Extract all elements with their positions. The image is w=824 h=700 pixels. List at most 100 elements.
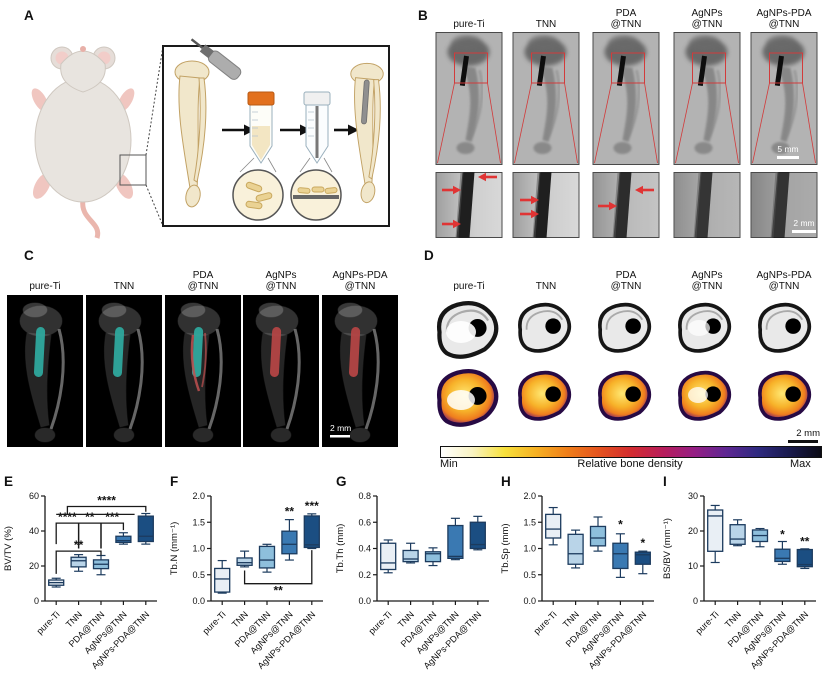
svg-text:40: 40	[29, 526, 39, 536]
significance-stars: **	[800, 535, 810, 549]
b-crop-agnps-pda-tnn: 2 mm	[750, 172, 818, 238]
c-3d-pda-tnn	[165, 295, 241, 447]
c-3d-pure-ti	[7, 295, 83, 447]
chart-bvtv: E 0 20 40 60 BV/TV (%) pure-Ti TNN PDA@TNN AgNPs…	[0, 470, 165, 700]
significance-bracket	[243, 550, 313, 585]
significance-stars: **	[85, 510, 95, 524]
significance-stars: ****	[58, 510, 77, 524]
box-PDA@TNN	[258, 545, 276, 569]
implant-bacteria-magnifier	[290, 169, 342, 221]
scale-bar-label: 5 mm	[777, 144, 798, 154]
box-TNN	[70, 556, 87, 568]
panel-e-letter: E	[4, 474, 14, 489]
scale-bar	[788, 440, 818, 443]
significance-stars: *	[640, 536, 645, 550]
panel-c-letter: C	[24, 248, 34, 263]
tibia-with-drill	[174, 38, 242, 209]
svg-text:2.0: 2.0	[192, 491, 205, 501]
b-col-label: AgNPs @TNN	[691, 7, 723, 30]
d-section-heat-pda-tnn	[597, 370, 652, 421]
svg-text:10: 10	[688, 561, 698, 571]
svg-text:pure-Ti: pure-Ti	[35, 609, 62, 636]
significance-bracket	[55, 550, 102, 574]
panel-b-letter: B	[418, 8, 428, 23]
c-col-label: TNN	[113, 280, 135, 292]
svg-text:0.0: 0.0	[523, 596, 536, 606]
svg-text:30: 30	[688, 491, 698, 501]
chart-bsbv: I 0 10 20 30 BS/BV (mm⁻¹) pure-Ti TNN PDA@TNN Ag…	[659, 470, 824, 700]
box-pure-Ti	[707, 509, 724, 552]
mouse-tail	[80, 199, 101, 239]
d-section-heat-pure-ti	[430, 364, 504, 430]
b-xray-agnps-pda-tnn: 5 mm	[750, 32, 818, 165]
svg-text:pure-Ti: pure-Ti	[532, 609, 559, 636]
svg-text:0.5: 0.5	[523, 570, 536, 580]
box-AgNPs-PDA@TNN	[796, 548, 813, 568]
svg-text:pure-Ti: pure-Ti	[367, 609, 394, 636]
scale-bar	[777, 156, 799, 159]
box-PDA@TNN	[589, 525, 607, 547]
box-PDA@TNN	[424, 551, 442, 563]
svg-text:0.8: 0.8	[358, 491, 371, 501]
boxplot-H: 0.00.51.01.52.0Tb.Sp (mm)pure-Ti TNNPDA@T…	[500, 491, 654, 671]
box-AgNPs@TNN	[115, 535, 132, 544]
implant-rod	[361, 79, 370, 125]
svg-text:0: 0	[693, 596, 698, 606]
d-section-heat-agnps-tnn	[677, 370, 732, 421]
c-col-label: AgNPs @TNN	[265, 269, 297, 292]
d-section-gray-agnps-tnn	[677, 302, 732, 353]
svg-text:20: 20	[688, 526, 698, 536]
svg-text:Tb.Th (mm): Tb.Th (mm)	[335, 524, 346, 574]
d-section-heat-tnn	[517, 370, 572, 421]
box-AgNPs-PDA@TNN	[137, 515, 154, 543]
colorbar-gradient	[440, 446, 822, 458]
panel-i-letter: I	[663, 474, 667, 489]
b-col-label: TNN	[535, 18, 557, 30]
scale-bar	[792, 230, 816, 233]
box-AgNPs-PDA@TNN	[634, 551, 651, 565]
mouse-illustration	[31, 46, 147, 239]
surgery-site-box	[119, 154, 147, 186]
significance-stars: **	[274, 584, 284, 598]
d-section-gray-tnn	[517, 302, 572, 353]
svg-text:Tb.N (mm⁻¹): Tb.N (mm⁻¹)	[169, 522, 180, 576]
b-crop-agnps-tnn	[673, 172, 741, 238]
scale-bar-label: 2 mm	[796, 428, 820, 439]
scale-bar-label: 2 mm	[793, 218, 814, 228]
significance-stars: *	[780, 528, 785, 542]
colorbar-min-label: Min	[440, 458, 458, 470]
d-col-label: pure-Ti	[453, 280, 485, 292]
d-col-label: PDA @TNN	[610, 269, 642, 292]
new-bone-highlight	[201, 332, 207, 388]
svg-text:pure-Ti: pure-Ti	[694, 609, 721, 636]
c-col-label: AgNPs-PDA @TNN	[332, 269, 388, 292]
svg-text:pure-Ti: pure-Ti	[201, 609, 228, 636]
box-AgNPs@TNN	[281, 530, 298, 555]
svg-text:0.5: 0.5	[192, 570, 205, 580]
scale-bar	[330, 435, 350, 438]
b-col-label: PDA @TNN	[610, 7, 642, 30]
box-AgNPs-PDA@TNN	[469, 521, 486, 550]
c-col-label: pure-Ti	[29, 280, 61, 292]
boxplot-G: 0.00.20.40.60.8Tb.Th (mm)pure-Ti TNNPDA@T…	[335, 491, 489, 671]
colorbar-max-label: Max	[790, 458, 811, 470]
panel-a-illustration	[31, 38, 390, 239]
tibia-with-implant	[350, 62, 384, 205]
svg-text:BS/BV (mm⁻¹): BS/BV (mm⁻¹)	[662, 518, 673, 579]
orange-cap	[247, 91, 275, 106]
b-crop-pure-ti	[435, 172, 503, 238]
bacteria-magnifier	[232, 169, 284, 221]
drill-icon	[190, 38, 242, 80]
boxplot-F: 0.00.51.01.52.0Tb.N (mm⁻¹)pure-Ti TNNPDA@…	[169, 491, 323, 671]
significance-stars: **	[285, 504, 295, 518]
b-col-label: pure-Ti	[453, 18, 485, 30]
svg-text:0.0: 0.0	[192, 596, 205, 606]
panel-h-letter: H	[501, 474, 511, 489]
svg-text:0.0: 0.0	[358, 596, 371, 606]
b-crop-pda-tnn	[592, 172, 660, 238]
b-xray-tnn	[512, 32, 580, 165]
box-pure-Ti	[545, 513, 562, 539]
box-pure-Ti	[214, 567, 231, 593]
